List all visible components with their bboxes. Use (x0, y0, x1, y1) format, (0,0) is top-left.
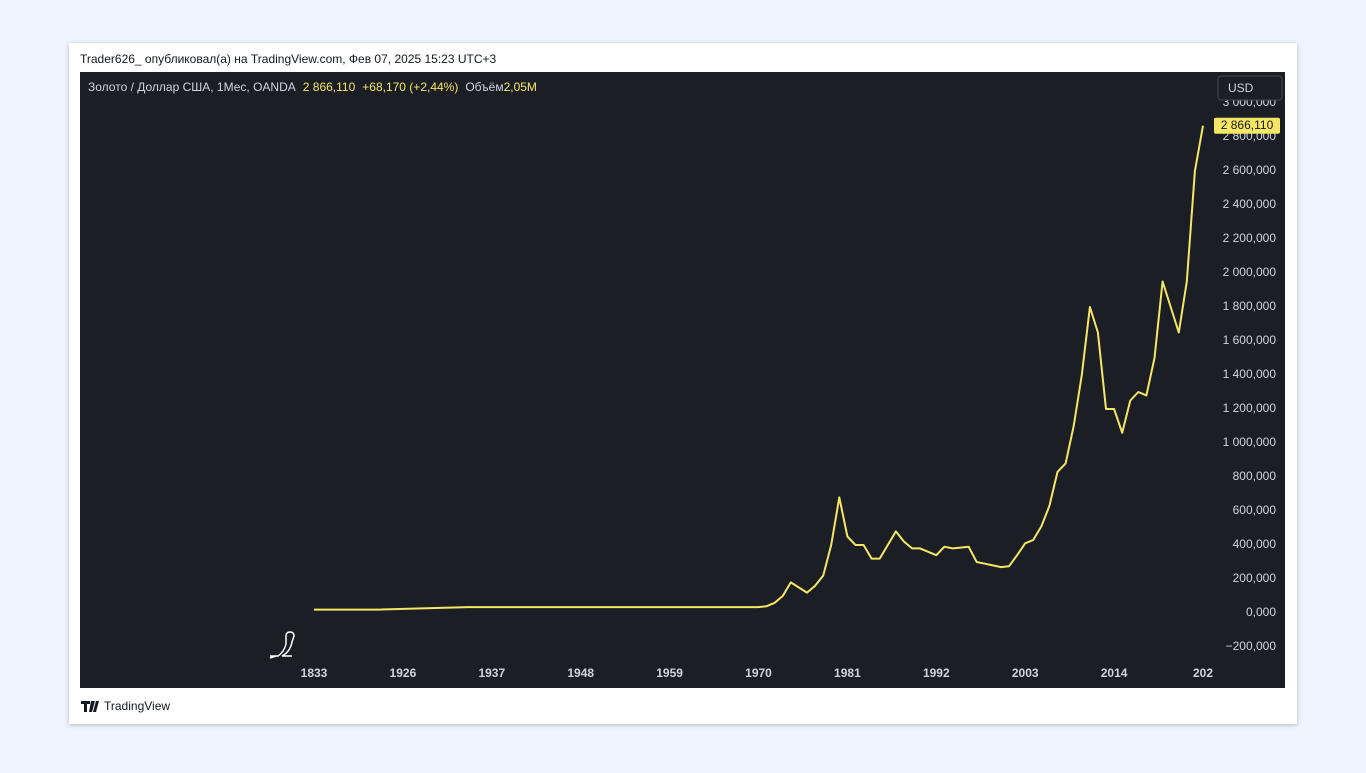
last-price-label: 2 866,110 (1221, 118, 1274, 132)
x-tick-label: 1981 (834, 666, 861, 680)
x-tick-label: 1926 (390, 666, 417, 680)
x-tick-label: 202 (1193, 666, 1213, 680)
x-tick-label: 2014 (1101, 666, 1128, 680)
y-tick-label: 2 000,000 (1223, 265, 1277, 279)
legend: Золото / Доллар США, 1Мес, OANDA 2 866,11… (88, 80, 537, 94)
x-tick-label: 1833 (301, 666, 328, 680)
x-tick-label: 1937 (478, 666, 505, 680)
y-tick-label: 2 400,000 (1223, 197, 1277, 211)
x-tick-label: 1992 (923, 666, 950, 680)
y-tick-label: −200,000 (1226, 639, 1277, 653)
price-line (314, 125, 1204, 611)
brand: TradingView (104, 699, 170, 713)
volume: 2,05M (504, 80, 537, 94)
y-tick-label: 200,000 (1233, 571, 1277, 585)
currency: USD (1228, 81, 1254, 95)
y-tick-label: 1 800,000 (1223, 299, 1277, 313)
price: 2 866,110 (303, 80, 356, 94)
y-tick-label: 2 200,000 (1223, 231, 1277, 245)
change: +68,170 (+2,44%) (362, 80, 458, 94)
last-price-tag (1214, 117, 1280, 134)
x-tick-label: 1948 (567, 666, 594, 680)
y-tick-label: 600,000 (1233, 503, 1277, 517)
y-tick-label: 1 600,000 (1223, 333, 1277, 347)
symbol: Золото / Доллар США, 1Мес, OANDA (88, 80, 296, 94)
y-tick-label: 0,000 (1246, 605, 1276, 619)
currency-box[interactable] (1217, 75, 1283, 101)
logo-dino (269, 631, 295, 659)
chart-area (80, 72, 1285, 688)
brand-mark (81, 701, 99, 712)
plot: −200,000 0,000 200,000 400,000 600,000 800,00… (301, 95, 1280, 680)
y-tick-label: 1 400,000 (1223, 367, 1277, 381)
publish-title: Trader626_ опубликовал(а) на TradingView… (80, 52, 497, 66)
y-tick-label: 2 600,000 (1223, 163, 1277, 177)
x-tick-label: 1970 (745, 666, 772, 680)
x-tick-label: 2003 (1012, 666, 1039, 680)
y-tick-label: 1 000,000 (1223, 435, 1277, 449)
y-tick-label: 800,000 (1233, 469, 1277, 483)
volume-label: Объём (465, 80, 503, 94)
x-tick-label: 1959 (656, 666, 683, 680)
y-tick-label: 1 200,000 (1223, 401, 1277, 415)
y-tick-label: 400,000 (1233, 537, 1277, 551)
